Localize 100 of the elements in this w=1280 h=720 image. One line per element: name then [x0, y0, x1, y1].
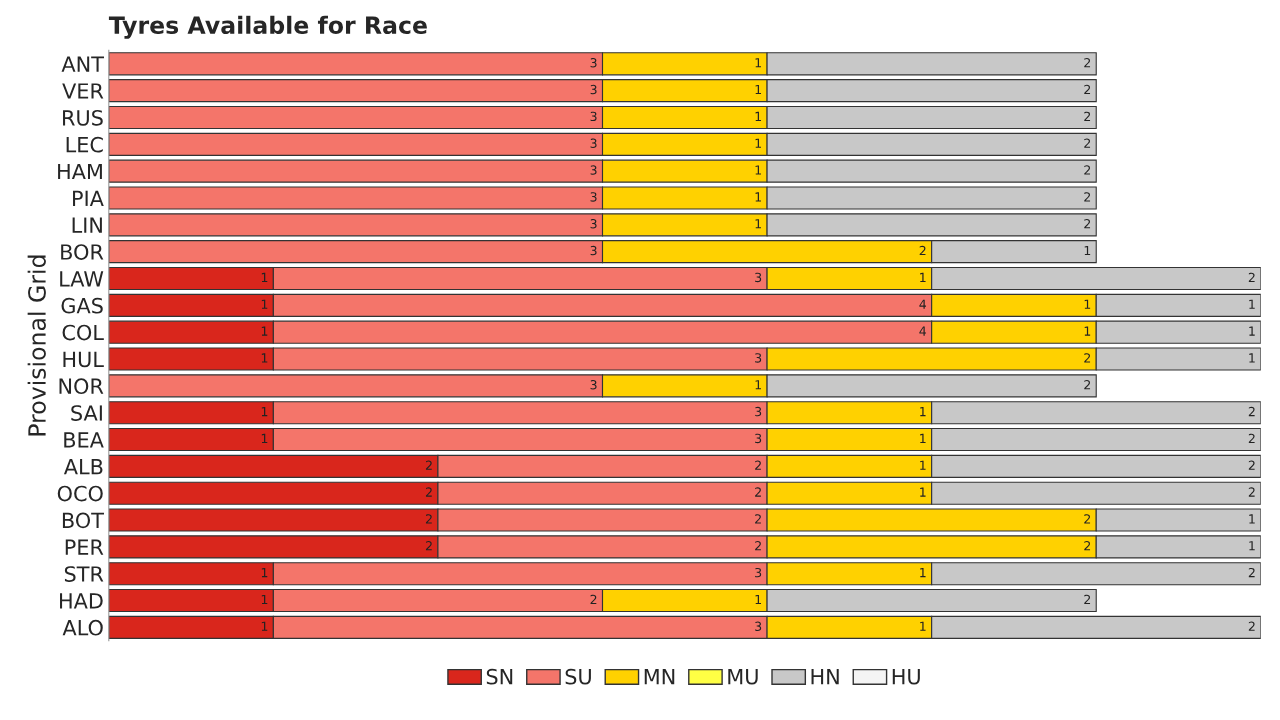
data-label: 3	[590, 57, 597, 68]
y-tick-label: GAS	[61, 297, 103, 314]
data-label: 3	[590, 380, 597, 390]
data-label: 1	[1249, 353, 1255, 363]
data-label: 3	[590, 111, 597, 122]
data-label: 1	[261, 433, 268, 443]
data-label: 3	[755, 433, 762, 444]
legend-label: SU	[565, 668, 591, 685]
data-label: 2	[425, 487, 432, 497]
data-label: 1	[261, 407, 268, 417]
y-tick-label: ALB	[63, 459, 103, 475]
y-tick-label: LIN	[72, 217, 102, 233]
data-label: 3	[755, 567, 762, 578]
data-label: 3	[590, 138, 597, 148]
data-label: 1	[755, 111, 761, 121]
data-label: 2	[1248, 621, 1255, 631]
y-tick-label: VER	[62, 83, 104, 99]
y-tick-label: RUS	[63, 109, 103, 126]
data-label: 1	[920, 568, 926, 578]
data-label: 2	[1248, 567, 1255, 578]
data-label: 1	[755, 219, 761, 229]
data-label: 1	[755, 594, 761, 604]
y-tick-label: HUL	[63, 351, 104, 368]
y-tick-label: ALO	[62, 619, 103, 636]
data-label: 2	[1084, 165, 1091, 175]
y-tick-label: PIA	[73, 190, 104, 206]
data-label: 1	[261, 568, 268, 578]
legend-label: HN	[811, 669, 839, 685]
data-label: 2	[1248, 272, 1255, 282]
y-tick-label: LEC	[66, 136, 103, 153]
legend-label: MN	[644, 669, 675, 685]
data-label: 2	[1084, 380, 1091, 390]
data-label: 3	[755, 272, 762, 283]
chart-title: Tyres Available for Race	[108, 15, 427, 39]
data-label: 1	[755, 380, 761, 390]
data-label: 1	[1249, 299, 1255, 309]
data-label: 3	[590, 245, 597, 256]
data-label: 1	[1084, 246, 1091, 256]
data-label: 3	[755, 406, 762, 417]
data-label: 3	[590, 192, 597, 202]
data-label: 1	[1249, 541, 1255, 551]
data-label: 2	[1084, 192, 1091, 202]
y-tick-label: BEA	[64, 432, 104, 448]
data-label: 2	[1248, 433, 1255, 443]
data-label: 2	[755, 487, 761, 497]
data-label: 1	[755, 138, 761, 148]
data-label: 2	[1084, 138, 1091, 148]
data-label: 1	[261, 299, 268, 309]
y-tick-label: BOT	[62, 512, 104, 529]
y-axis-title: Provisional Grid	[27, 255, 46, 436]
data-label: 3	[590, 84, 597, 95]
data-label: 1	[755, 165, 761, 175]
data-label: 2	[755, 514, 761, 524]
y-tick-label: PER	[65, 539, 104, 555]
y-tick-label: HAD	[60, 593, 103, 609]
y-tick-label: ANT	[61, 56, 104, 72]
data-label: 1	[920, 487, 926, 497]
y-tick-label: LAW	[60, 271, 104, 287]
legend-label: HU	[892, 669, 920, 685]
data-label: 2	[755, 460, 761, 470]
data-label: 2	[1084, 541, 1091, 551]
data-label: 1	[920, 621, 926, 631]
data-label: 1	[755, 84, 761, 95]
data-label: 1	[261, 594, 268, 604]
data-label: 2	[425, 514, 432, 524]
data-label: 1	[1084, 299, 1091, 309]
data-label: 1	[920, 433, 926, 443]
data-label: 2	[1084, 111, 1091, 121]
data-label: 2	[919, 245, 926, 256]
data-label: 4	[919, 299, 927, 309]
data-label: 2	[1084, 219, 1091, 229]
data-label: 1	[920, 407, 926, 417]
data-label: 1	[755, 192, 761, 202]
data-label: 2	[1084, 514, 1091, 524]
data-label: 2	[1084, 57, 1091, 68]
data-label: 1	[261, 272, 268, 282]
data-label: 2	[755, 541, 761, 551]
data-label: 2	[1084, 84, 1091, 95]
data-label: 3	[755, 621, 762, 632]
data-label: 4	[919, 326, 927, 336]
legend-label: MU	[728, 669, 758, 685]
data-label: 1	[261, 326, 268, 336]
data-label: 2	[425, 460, 432, 470]
y-tick-label: STR	[64, 566, 104, 582]
y-tick-label: BOR	[61, 244, 104, 260]
y-tick-label: COL	[62, 324, 104, 341]
data-label: 2	[1084, 353, 1091, 363]
data-label: 1	[1249, 326, 1255, 336]
data-label: 3	[590, 165, 597, 175]
data-label: 2	[425, 541, 432, 551]
data-label: 1	[1249, 514, 1255, 524]
data-label: 1	[261, 353, 268, 363]
y-tick-label: OCO	[57, 485, 103, 502]
data-label: 1	[920, 272, 926, 282]
data-label: 3	[590, 219, 597, 229]
data-label: 1	[920, 460, 926, 470]
data-label: 2	[590, 594, 597, 604]
data-label: 3	[755, 353, 762, 363]
data-label: 2	[1248, 487, 1255, 497]
data-label: 1	[1084, 326, 1091, 336]
